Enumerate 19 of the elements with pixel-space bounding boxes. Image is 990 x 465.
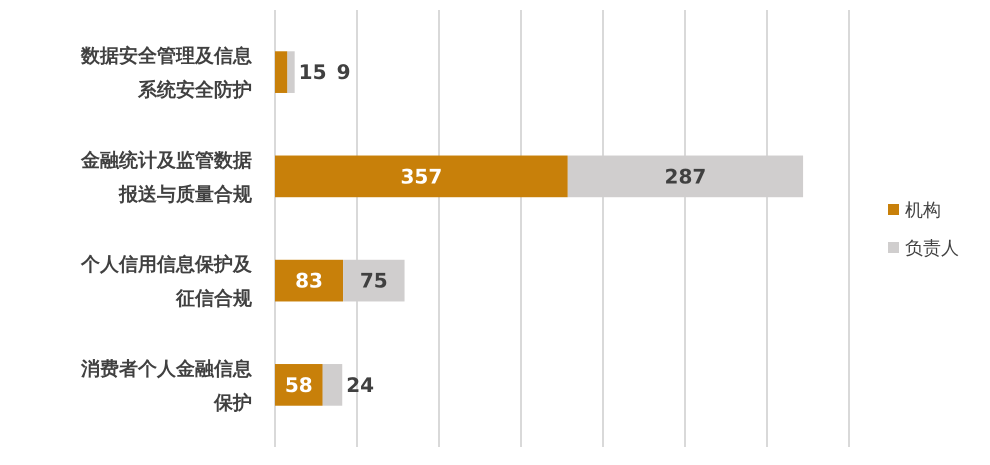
data-label: 357 xyxy=(400,164,442,188)
y-tick-label: 金融统计及监管数据报送与质量合规 xyxy=(80,149,253,206)
data-label: 287 xyxy=(664,164,706,188)
bar xyxy=(322,364,342,406)
data-label: 83 xyxy=(295,268,323,293)
bar xyxy=(275,51,288,93)
data-label: 24 xyxy=(346,372,374,397)
y-tick-label: 个人信用信息保护及征信合规 xyxy=(80,254,253,310)
data-label: 58 xyxy=(284,372,313,397)
data-label: 9 xyxy=(336,60,351,84)
bar xyxy=(275,156,568,198)
legend-label: 机构 xyxy=(905,200,941,221)
y-tick-label: 消费者个人金融信息保护 xyxy=(80,358,252,414)
y-tick-label: 数据安全管理及信息系统安全防护 xyxy=(80,45,252,102)
bar xyxy=(275,260,344,302)
data-label: 75 xyxy=(360,268,388,293)
bar xyxy=(287,51,295,93)
legend-label: 负责人 xyxy=(905,238,959,259)
data-label: 15 xyxy=(298,60,327,84)
